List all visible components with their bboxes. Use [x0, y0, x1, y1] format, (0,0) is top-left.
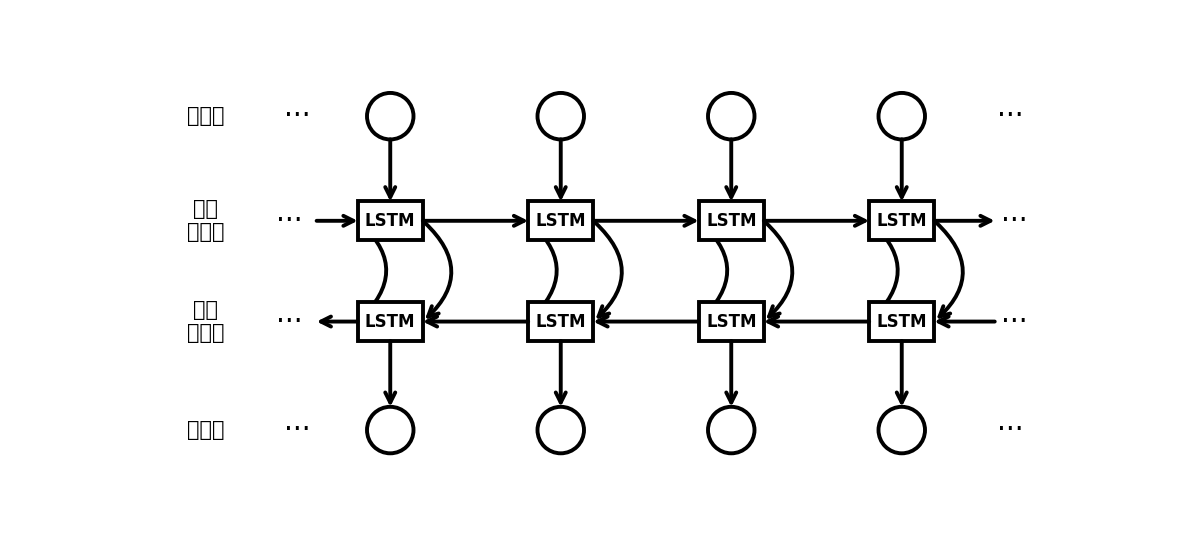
FancyArrowPatch shape [425, 223, 451, 317]
Bar [698, 302, 764, 341]
FancyArrowPatch shape [595, 223, 622, 317]
Text: 前向
传播层: 前向 传播层 [187, 199, 224, 242]
FancyArrowPatch shape [701, 226, 727, 320]
Text: LSTM: LSTM [706, 212, 756, 230]
Circle shape [367, 93, 414, 140]
Bar [528, 201, 593, 240]
Text: ···: ··· [276, 207, 302, 235]
Text: 后向
传播层: 后向 传播层 [187, 300, 224, 343]
Text: 输出层: 输出层 [187, 420, 224, 440]
Circle shape [708, 93, 755, 140]
Text: ···: ··· [997, 416, 1024, 444]
Text: ···: ··· [276, 308, 302, 336]
Bar [698, 201, 764, 240]
FancyArrowPatch shape [936, 223, 962, 317]
Text: ···: ··· [284, 416, 311, 444]
Circle shape [367, 407, 414, 453]
Bar [358, 201, 422, 240]
Bar [358, 302, 422, 341]
Bar [869, 201, 935, 240]
Text: 输入层: 输入层 [187, 106, 224, 126]
Circle shape [538, 407, 584, 453]
Circle shape [538, 93, 584, 140]
Text: ···: ··· [1001, 207, 1027, 235]
Circle shape [878, 407, 925, 453]
Circle shape [708, 407, 755, 453]
FancyArrowPatch shape [530, 226, 557, 320]
Text: ···: ··· [284, 102, 311, 130]
Text: ···: ··· [997, 102, 1024, 130]
Bar [528, 302, 593, 341]
Text: LSTM: LSTM [876, 313, 928, 331]
Text: LSTM: LSTM [706, 313, 756, 331]
Text: ···: ··· [1001, 308, 1027, 336]
Circle shape [878, 93, 925, 140]
Text: LSTM: LSTM [365, 212, 415, 230]
Text: LSTM: LSTM [365, 313, 415, 331]
Text: LSTM: LSTM [876, 212, 928, 230]
Bar [869, 302, 935, 341]
FancyArrowPatch shape [871, 226, 898, 320]
Text: LSTM: LSTM [535, 212, 586, 230]
FancyArrowPatch shape [360, 226, 386, 320]
Text: LSTM: LSTM [535, 313, 586, 331]
FancyArrowPatch shape [766, 223, 792, 317]
